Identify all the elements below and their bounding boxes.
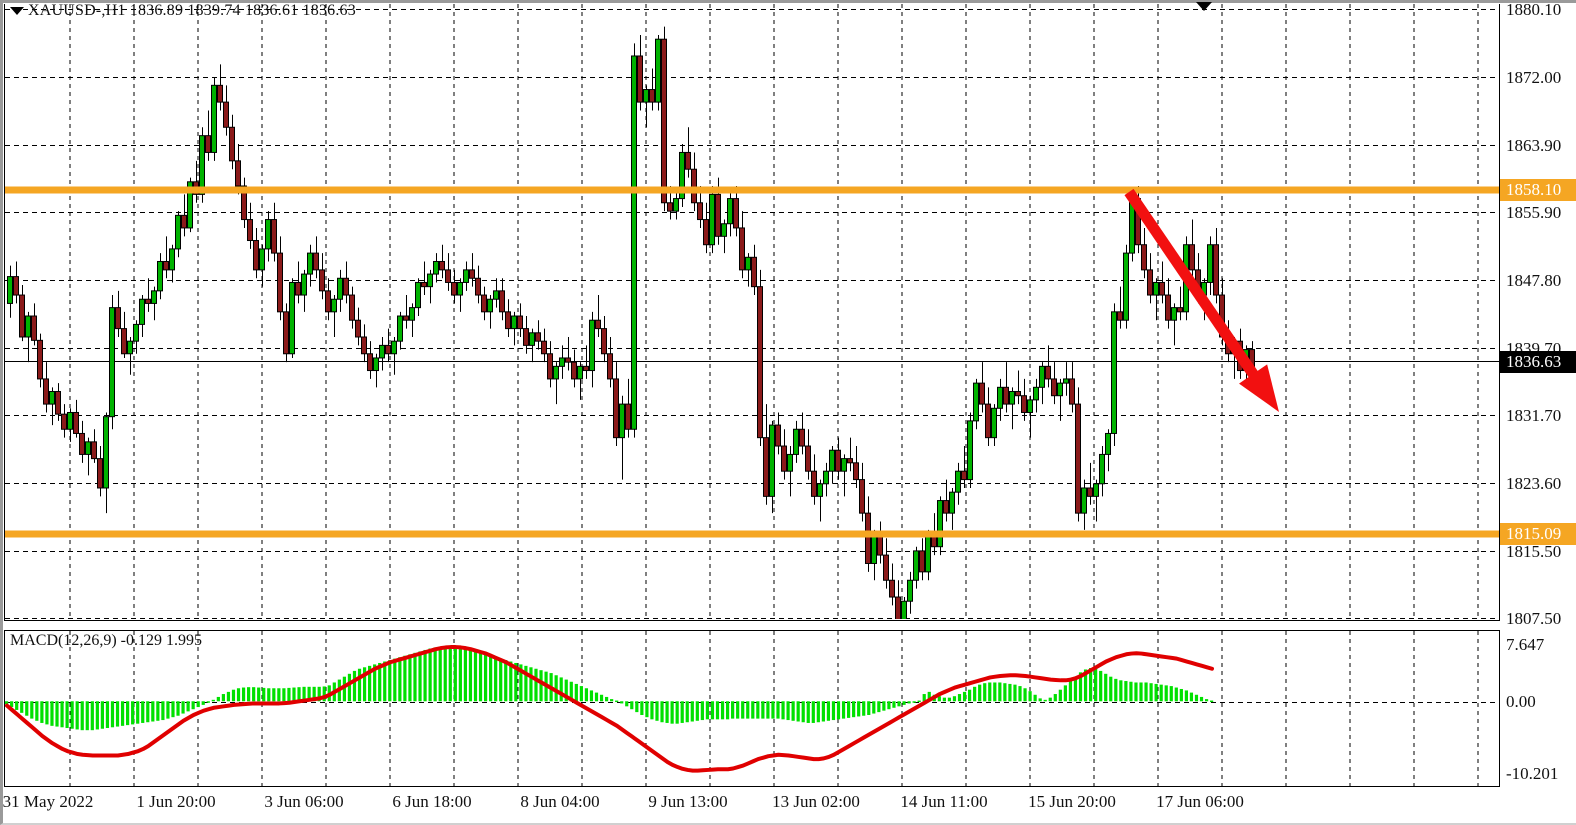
- trend-arrow-annotation[interactable]: [5, 4, 1499, 620]
- macd-tick-label: 0.00: [1506, 692, 1536, 711]
- current-price-label: 1836.63: [1500, 351, 1576, 373]
- price-chart-pane[interactable]: [4, 4, 1500, 621]
- price-tick-label: 1831.70: [1506, 406, 1562, 425]
- time-tick-label: 14 Jun 11:00: [900, 792, 988, 811]
- symbol-ohlc-text: XAUUSD-,H1 1836.89 1839.74 1836.61 1836.…: [28, 2, 356, 19]
- price-tick-label: 1823.60: [1506, 474, 1562, 493]
- macd-tick-label: 7.647: [1506, 635, 1545, 654]
- price-tick-label: 1855.90: [1506, 203, 1562, 222]
- time-tick-label: 15 Jun 20:00: [1028, 792, 1116, 811]
- price-tick-label: 1880.10: [1506, 0, 1562, 19]
- time-axis[interactable]: 31 May 2022 1 Jun 20:00 3 Jun 06:00 6 Jun 1…: [2, 789, 1500, 823]
- time-tick-label: 3 Jun 06:00: [264, 792, 344, 811]
- price-tick-label: 1807.50: [1506, 609, 1562, 628]
- macd-header: MACD(12,26,9) -0.129 1.995: [10, 632, 202, 649]
- price-level-lines[interactable]: [5, 4, 1499, 620]
- price-level-label[interactable]: 1858.10: [1500, 179, 1576, 201]
- price-tick-label: 1815.50: [1506, 542, 1562, 561]
- time-tick-label: 6 Jun 18:00: [392, 792, 472, 811]
- chevron-down-icon: [10, 7, 24, 16]
- price-tick-label: 1872.00: [1506, 68, 1562, 87]
- macd-indicator-pane[interactable]: [4, 630, 1500, 787]
- candlestick-series: [5, 4, 1499, 620]
- crosshair-marker-icon: [1196, 2, 1212, 11]
- price-tick-label: 1863.90: [1506, 136, 1562, 155]
- price-tick-label: 1847.80: [1506, 271, 1562, 290]
- macd-series: [5, 631, 1499, 786]
- time-tick-label: 1 Jun 20:00: [136, 792, 216, 811]
- time-tick-label: 13 Jun 02:00: [772, 792, 860, 811]
- time-tick-label: 31 May 2022: [2, 792, 94, 811]
- symbol-ohlc-header: XAUUSD-,H1 1836.89 1839.74 1836.61 1836.…: [10, 2, 356, 20]
- time-tick-label: 9 Jun 13:00: [648, 792, 728, 811]
- time-tick-label: 8 Jun 04:00: [520, 792, 600, 811]
- time-tick-label: 17 Jun 06:00: [1156, 792, 1244, 811]
- price-level-label[interactable]: 1815.09: [1500, 523, 1576, 545]
- macd-tick-label: -10.201: [1506, 764, 1559, 783]
- price-axis[interactable]: 1880.10 1872.00 1863.90 1855.90 1847.80 1839.…: [1500, 0, 1576, 787]
